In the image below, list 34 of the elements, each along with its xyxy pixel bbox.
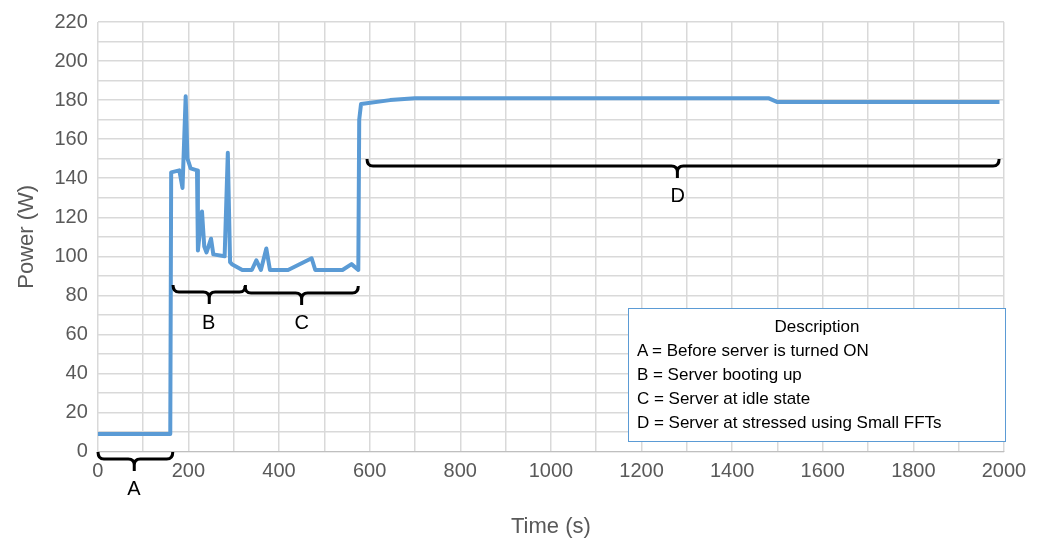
annotation: D	[670, 184, 685, 207]
x-tick-label: 1600	[800, 459, 845, 482]
x-tick-label: 400	[262, 459, 296, 482]
x-tick-label: 600	[352, 459, 387, 482]
y-tick-label: 180	[54, 87, 88, 110]
x-tick-label: 200	[171, 459, 206, 482]
x-tick-label: 1200	[619, 459, 664, 482]
annotation: A = Before server is turned ON	[636, 339, 870, 362]
annotation: B = Server booting up	[636, 363, 803, 386]
y-tick-label: 120	[54, 204, 88, 227]
y-tick-label: 140	[54, 165, 88, 188]
y-axis-title: Power (W)	[13, 184, 39, 289]
y-tick-label: 80	[65, 282, 88, 305]
x-tick-label: 0	[92, 459, 104, 482]
annotation: B	[202, 310, 216, 333]
y-tick-label: 200	[54, 48, 88, 71]
annotation: D = Server at stressed using Small FFTs	[636, 411, 943, 434]
x-axis-title: Time (s)	[510, 512, 591, 538]
x-tick-label: 2000	[981, 459, 1027, 482]
x-tick-label: 1000	[528, 459, 574, 482]
y-tick-label: 20	[65, 400, 88, 423]
y-tick-label: 220	[54, 9, 88, 32]
x-tick-label: 1800	[891, 459, 936, 482]
x-tick-label: 1400	[709, 459, 755, 482]
y-tick-label: 0	[76, 439, 88, 462]
y-tick-label: 40	[65, 361, 88, 384]
y-tick-label: 160	[54, 126, 88, 149]
annotation: C	[294, 311, 309, 334]
annotation: Description	[773, 315, 861, 338]
y-tick-label: 100	[54, 243, 88, 266]
annotation: C = Server at idle state	[636, 387, 812, 410]
x-tick-label: 800	[443, 459, 477, 482]
text: A	[127, 477, 142, 500]
y-tick-label: 60	[65, 321, 88, 344]
